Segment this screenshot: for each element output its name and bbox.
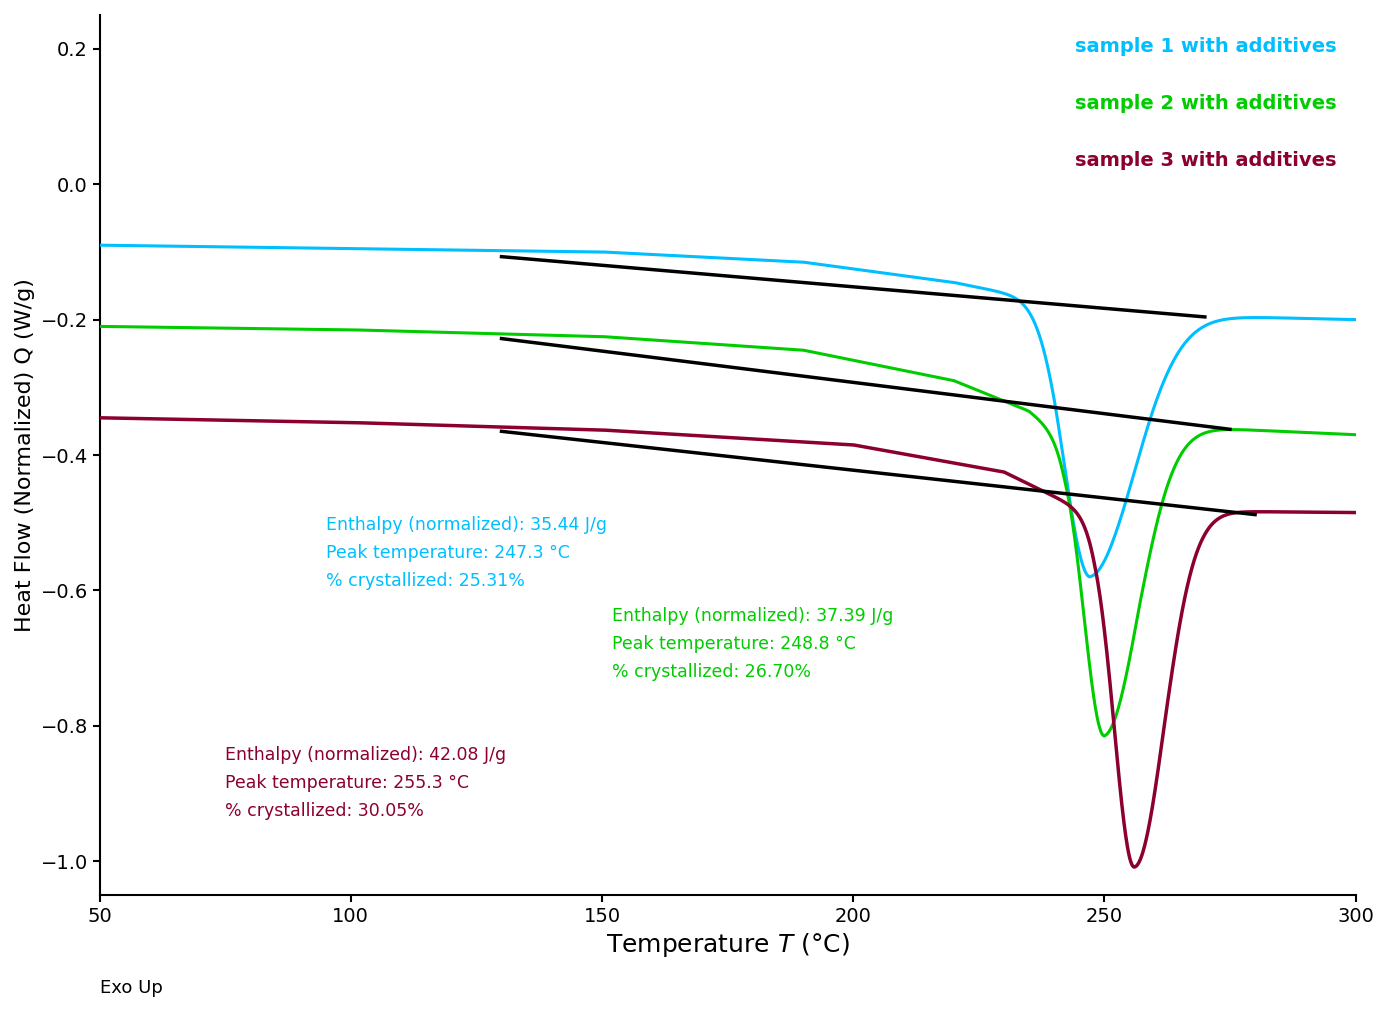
Text: Exo Up: Exo Up — [100, 978, 163, 997]
Y-axis label: Heat Flow (Normalized) Q (W/g): Heat Flow (Normalized) Q (W/g) — [15, 278, 35, 632]
Text: Enthalpy (normalized): 37.39 J/g
Peak temperature: 248.8 °C
% crystallized: 26.7: Enthalpy (normalized): 37.39 J/g Peak te… — [613, 607, 893, 681]
X-axis label: Temperature $T$ (°C): Temperature $T$ (°C) — [606, 932, 850, 959]
Text: sample 3 with additives: sample 3 with additives — [1075, 151, 1336, 171]
Text: Enthalpy (normalized): 42.08 J/g
Peak temperature: 255.3 °C
% crystallized: 30.0: Enthalpy (normalized): 42.08 J/g Peak te… — [225, 746, 507, 820]
Text: Enthalpy (normalized): 35.44 J/g
Peak temperature: 247.3 °C
% crystallized: 25.3: Enthalpy (normalized): 35.44 J/g Peak te… — [325, 516, 607, 590]
Text: sample 1 with additives: sample 1 with additives — [1075, 37, 1336, 56]
Text: sample 2 with additives: sample 2 with additives — [1075, 94, 1336, 114]
